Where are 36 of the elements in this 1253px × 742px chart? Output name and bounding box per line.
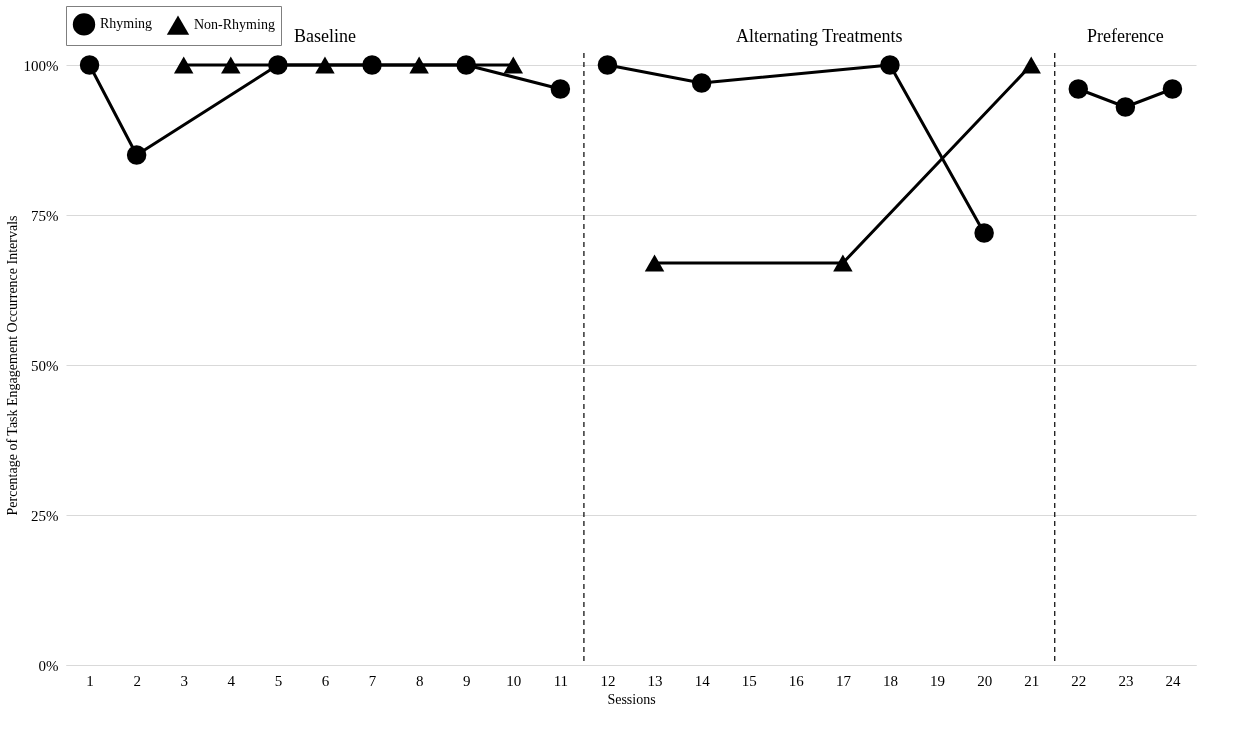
x-tick-label: 1 [86, 672, 94, 689]
x-tick-label: 12 [600, 672, 616, 689]
x-tick-label: 19 [930, 672, 946, 689]
y-axis-title: Percentage of Task Engagement Occurrence Intervals [4, 215, 20, 516]
x-tick-label: 3 [180, 672, 188, 689]
y-tick-label: 75% [31, 207, 59, 224]
x-tick-label: 13 [647, 672, 663, 689]
legend-label: Rhyming [100, 16, 153, 32]
x-tick-label: 6 [321, 672, 330, 689]
y-tick-label: 100% [23, 57, 59, 74]
x-tick-label: 5 [274, 672, 283, 689]
x-tick-label: 18 [882, 672, 898, 689]
x-tick-label: 23 [1118, 672, 1134, 689]
legend-label: Non-Rhyming [194, 17, 275, 33]
x-tick-label: 9 [462, 672, 471, 689]
x-tick-label: 2 [133, 672, 141, 689]
y-tick-label: 0% [38, 657, 59, 674]
x-tick-label: 10 [506, 672, 522, 689]
y-tick-label: 25% [31, 507, 59, 524]
x-tick-label: 4 [227, 672, 236, 689]
x-tick-label: 17 [835, 672, 852, 689]
y-tick-label: 50% [31, 357, 59, 374]
x-tick-label: 21 [1024, 672, 1040, 689]
x-tick-label: 24 [1165, 672, 1181, 689]
text: Alternating Treatments [736, 26, 903, 46]
x-tick-label: 11 [553, 672, 569, 689]
x-axis-title: Sessions [607, 691, 656, 707]
x-tick-label: 15 [741, 672, 757, 689]
text: Preference [1086, 26, 1164, 46]
x-tick-label: 20 [977, 672, 993, 689]
x-tick-label: 22 [1071, 672, 1087, 689]
x-tick-label: 8 [415, 672, 424, 689]
text: Baseline [293, 26, 356, 46]
x-tick-label: 14 [694, 672, 711, 689]
x-tick-label: 16 [788, 672, 805, 689]
x-tick-label: 7 [368, 672, 377, 689]
